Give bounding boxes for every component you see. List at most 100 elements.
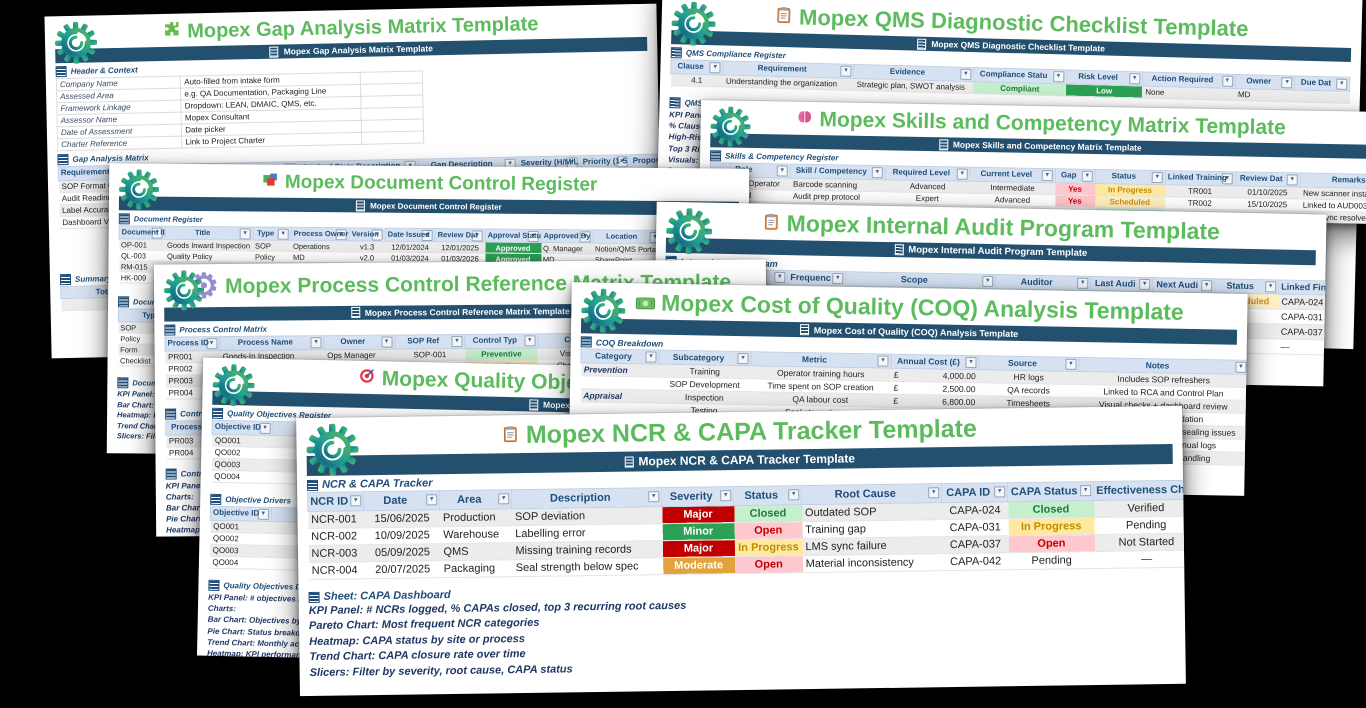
filter-button[interactable]: ▾ [350, 495, 362, 507]
filter-button[interactable]: ▾ [451, 335, 463, 347]
filter-button[interactable]: ▾ [426, 494, 438, 506]
column-header: ▾ Description [511, 487, 662, 509]
banner-title: Mopex QMS Diagnostic Checklist Template [931, 38, 1106, 54]
filter-button[interactable]: ▾ [1235, 361, 1247, 373]
column-header-label: Remarks [1331, 175, 1366, 185]
table-cell: LMS sync failure [802, 536, 943, 556]
filter-button[interactable]: ▾ [965, 356, 977, 369]
filter-button[interactable]: ▾ [709, 62, 721, 74]
filter-button[interactable]: ▾ [840, 65, 852, 77]
status-badge: Preventive [465, 347, 538, 361]
filter-button[interactable]: ▾ [498, 493, 510, 505]
column-header-label: Date Issued [387, 229, 430, 239]
sheet-icon [306, 479, 319, 491]
sheet-icon [57, 153, 69, 166]
status-badge: Yes [1054, 194, 1095, 208]
table-cell: 10/09/2025 [364, 526, 441, 545]
sheet-icon [211, 407, 224, 419]
column-header: ▾ Current Level [970, 167, 1056, 183]
filter-button[interactable]: ▾ [960, 68, 972, 81]
column-header-label: Requirement [757, 63, 807, 74]
filter-button[interactable]: ▾ [1139, 278, 1151, 291]
card-coq: Mopex Cost of Quality (COQ) Analysis Tem… [567, 281, 1249, 497]
banknote-icon [635, 289, 655, 316]
filter-button[interactable]: ▾ [310, 336, 322, 348]
column-header: ▾ CAPA ID [941, 482, 1008, 503]
filter-button[interactable]: ▾ [1065, 358, 1077, 370]
column-header-label: Risk Level [1078, 71, 1118, 82]
table-cell: OP-001 [119, 238, 166, 251]
kv-key: Charter Reference [57, 136, 183, 151]
money-cell: £4,000.00 [894, 370, 976, 381]
filter-button[interactable]: ▾ [776, 165, 788, 177]
filter-button[interactable]: ▾ [1041, 170, 1053, 182]
filter-button[interactable]: ▾ [1201, 280, 1213, 292]
status-badge: Minor [662, 522, 735, 541]
table-cell: Quality Policy [164, 250, 254, 262]
filter-button[interactable]: ▾ [877, 355, 889, 367]
column-header: ▾ Clause [670, 59, 724, 76]
column-header: ▾ Due Dat [1294, 75, 1350, 92]
filter-button[interactable]: ▾ [381, 336, 393, 348]
sheet-icon [624, 455, 634, 468]
filter-button[interactable]: ▾ [1080, 485, 1092, 497]
column-header-label: Compliance Statu [979, 69, 1048, 80]
card-doc: Mopex Document Control Register Mopex Doc… [105, 162, 751, 460]
filter-button[interactable]: ▾ [832, 272, 844, 285]
filter-button[interactable]: ▾ [1077, 277, 1089, 289]
filter-button[interactable]: ▾ [648, 491, 660, 503]
page-title: Mopex NCR & CAPA Tracker Template [525, 414, 978, 449]
column-header-label: Priority (1-5 [582, 156, 628, 167]
filter-button[interactable]: ▾ [1281, 77, 1293, 89]
filter-button[interactable]: ▾ [645, 351, 657, 363]
filter-button[interactable]: ▾ [788, 489, 800, 501]
filter-button[interactable]: ▾ [524, 334, 536, 347]
filter-button[interactable]: ▾ [1052, 71, 1065, 83]
filter-button[interactable]: ▾ [737, 353, 749, 365]
column-header-label: Owner [1246, 76, 1272, 86]
sheet-icon [356, 199, 366, 211]
table-cell: CAPA-037 [942, 535, 1009, 554]
filter-button[interactable]: ▾ [982, 275, 994, 288]
mopex-logo [671, 1, 716, 48]
filter-button[interactable]: ▾ [774, 271, 786, 284]
column-header: ▾Type [253, 226, 292, 241]
filter-button[interactable]: ▾ [239, 227, 251, 239]
filter-button[interactable]: ▾ [1286, 174, 1298, 186]
column-header: ▾ Linked Training [1165, 170, 1236, 186]
column-header: ▾ CAPA Status [1007, 481, 1094, 502]
filter-button[interactable]: ▾ [1081, 170, 1093, 182]
sheet-icon [669, 97, 681, 109]
table-cell: Not Started [1094, 533, 1186, 552]
filter-button[interactable]: ▾ [1265, 281, 1277, 293]
banner-title: Mopex NCR & CAPA Tracker Template [638, 451, 856, 469]
table-cell: Packaging [440, 559, 513, 578]
column-header-label: Status [744, 489, 779, 502]
currency-symbol: £ [893, 382, 899, 393]
filter-button[interactable]: ▾ [277, 228, 289, 240]
filter-button[interactable]: ▾ [257, 508, 269, 520]
filter-button[interactable]: ▾ [1336, 78, 1348, 90]
filter-button[interactable]: ▾ [1221, 75, 1233, 87]
filter-button[interactable]: ▾ [994, 486, 1006, 498]
column-header: ▾ Process Owner [291, 227, 350, 241]
filter-button[interactable]: ▾ [871, 167, 883, 179]
key-value-table: Company Name Auto-filled from intake form… [56, 71, 424, 152]
filter-button[interactable]: ▾ [928, 487, 940, 499]
section-label-text: COQ Breakdown [595, 337, 664, 349]
filter-button[interactable]: ▾ [1129, 73, 1141, 85]
filter-button[interactable]: ▾ [956, 168, 968, 180]
table-cell [1294, 89, 1350, 104]
banner-title: Mopex Process Control Reference Matrix T… [364, 305, 570, 318]
filter-button[interactable]: ▾ [720, 490, 732, 502]
status-badge: Open [734, 521, 803, 540]
section-label-text: NCR & CAPA Tracker [321, 477, 433, 491]
filter-button[interactable]: ▾ [1151, 171, 1163, 184]
filter-button[interactable]: ▾ [259, 422, 271, 434]
table-cell: QO004 [211, 470, 273, 484]
column-header-label: Due Dat [1300, 77, 1332, 88]
column-header-label: Next Audi [1156, 279, 1199, 290]
column-header-label: Effectiveness Chec [1096, 483, 1186, 498]
card-header: Mopex NCR & CAPA Tracker Template [306, 412, 1172, 476]
